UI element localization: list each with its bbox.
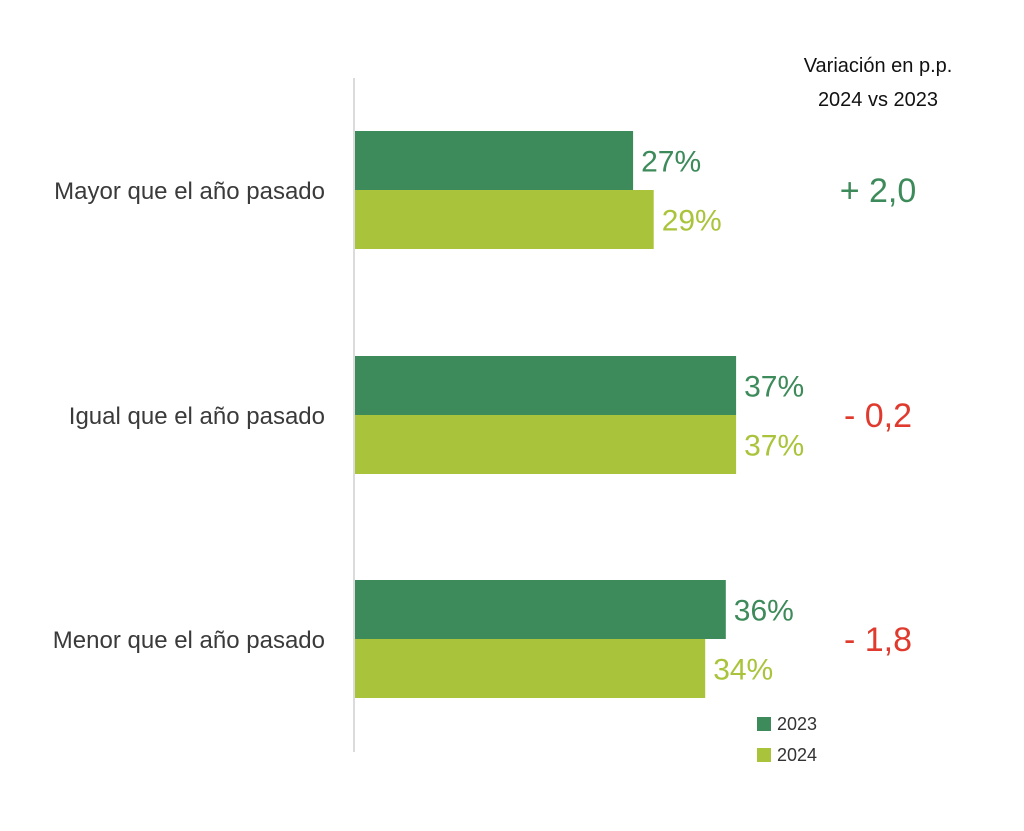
bar-2024 [355, 415, 737, 474]
bar-2023 [355, 580, 726, 639]
bar-2023 [355, 131, 634, 190]
variation-value: - 1,8 [844, 621, 912, 659]
data-label: 27% [641, 146, 701, 179]
data-label: 37% [744, 371, 804, 404]
bar-2024 [355, 190, 654, 249]
variation-header-line1: Variación en p.p. [804, 55, 953, 77]
category-label: Mayor que el año pasado [54, 178, 325, 205]
variation-header-line2: 2024 vs 2023 [818, 89, 938, 111]
legend-label: 2024 [777, 745, 817, 765]
bar-2024 [355, 639, 706, 698]
bar-2023 [355, 356, 737, 415]
category-label: Menor que el año pasado [53, 627, 325, 654]
data-label: 37% [744, 430, 804, 463]
bars-layer [355, 131, 737, 698]
variation-value: + 2,0 [840, 172, 917, 210]
legend: 2023 2024 [757, 714, 817, 765]
data-label: 34% [713, 654, 773, 687]
data-label: 36% [734, 595, 794, 628]
legend-swatch [757, 748, 771, 762]
data-label: 29% [662, 205, 722, 238]
labels-layer: Mayor que el año pasado 27% 29% + 2,0 Igual … [53, 146, 916, 687]
category-label: Igual que el año pasado [69, 403, 325, 430]
variation-value: - 0,2 [844, 397, 912, 435]
legend-swatch [757, 717, 771, 731]
legend-label: 2023 [777, 714, 817, 734]
